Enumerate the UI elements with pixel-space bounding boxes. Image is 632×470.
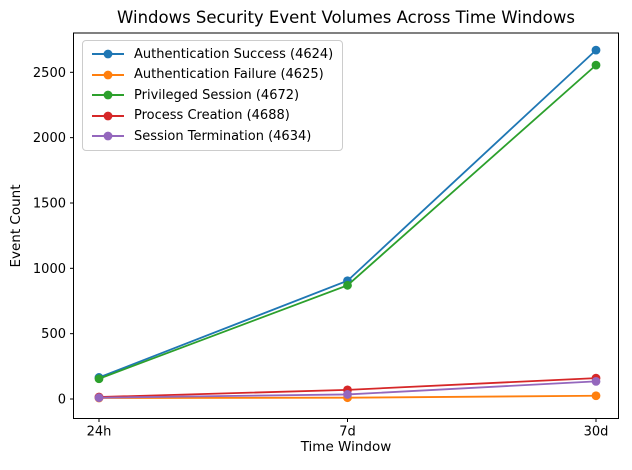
legend-label: Authentication Success (4624) — [134, 46, 334, 62]
y-tick-label: 2500 — [33, 66, 66, 81]
data-point — [591, 45, 601, 55]
legend-label: Privileged Session (4672) — [134, 87, 300, 103]
legend-marker-icon — [92, 111, 124, 120]
plot-border — [73, 32, 619, 419]
legend-item: Process Creation (4688) — [91, 108, 333, 124]
x-axis-label: Time Window — [300, 439, 392, 455]
y-tick-label: 0 — [58, 393, 66, 408]
legend-label: Authentication Failure (4625) — [134, 67, 324, 82]
legend-marker-icon — [92, 90, 124, 100]
chart-title: Windows Security Event Volumes Across Ti… — [117, 8, 575, 27]
legend-item: Session Termination (4634) — [91, 128, 333, 144]
y-tick-label: 1500 — [33, 196, 66, 211]
data-point — [343, 280, 352, 290]
legend-item: Privileged Session (4672) — [91, 87, 333, 103]
y-axis-label: Event Count — [8, 184, 24, 268]
data-point — [343, 390, 352, 399]
y-tick-label: 500 — [41, 327, 66, 342]
legend-marker-icon — [92, 49, 124, 59]
legend-item: Authentication Success (4624) — [91, 46, 333, 62]
legend-label: Session Termination (4634) — [134, 128, 312, 144]
legend-marker-icon — [92, 131, 124, 141]
data-point — [591, 60, 601, 70]
data-point — [94, 374, 104, 384]
x-tick-label: 30d — [584, 425, 609, 440]
legend-label: Process Creation (4688) — [134, 108, 290, 123]
legend-item: Authentication Failure (4625) — [91, 67, 333, 83]
data-point — [591, 376, 601, 386]
x-tick-label: 7d — [339, 425, 356, 440]
data-point — [591, 391, 601, 401]
data-point — [94, 393, 104, 403]
y-tick-label: 2000 — [33, 131, 66, 146]
legend: Authentication Success (4624) Authenticat… — [82, 40, 344, 151]
legend-marker-icon — [92, 70, 124, 79]
x-tick-label: 24h — [87, 425, 112, 440]
y-tick-label: 1000 — [33, 262, 66, 277]
